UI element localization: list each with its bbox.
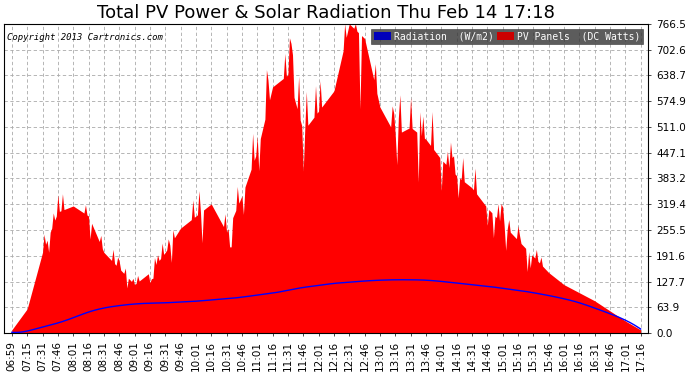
Legend: Radiation  (W/m2), PV Panels  (DC Watts): Radiation (W/m2), PV Panels (DC Watts) (371, 28, 644, 44)
Title: Total PV Power & Solar Radiation Thu Feb 14 17:18: Total PV Power & Solar Radiation Thu Feb… (97, 4, 555, 22)
Text: Copyright 2013 Cartronics.com: Copyright 2013 Cartronics.com (8, 33, 164, 42)
